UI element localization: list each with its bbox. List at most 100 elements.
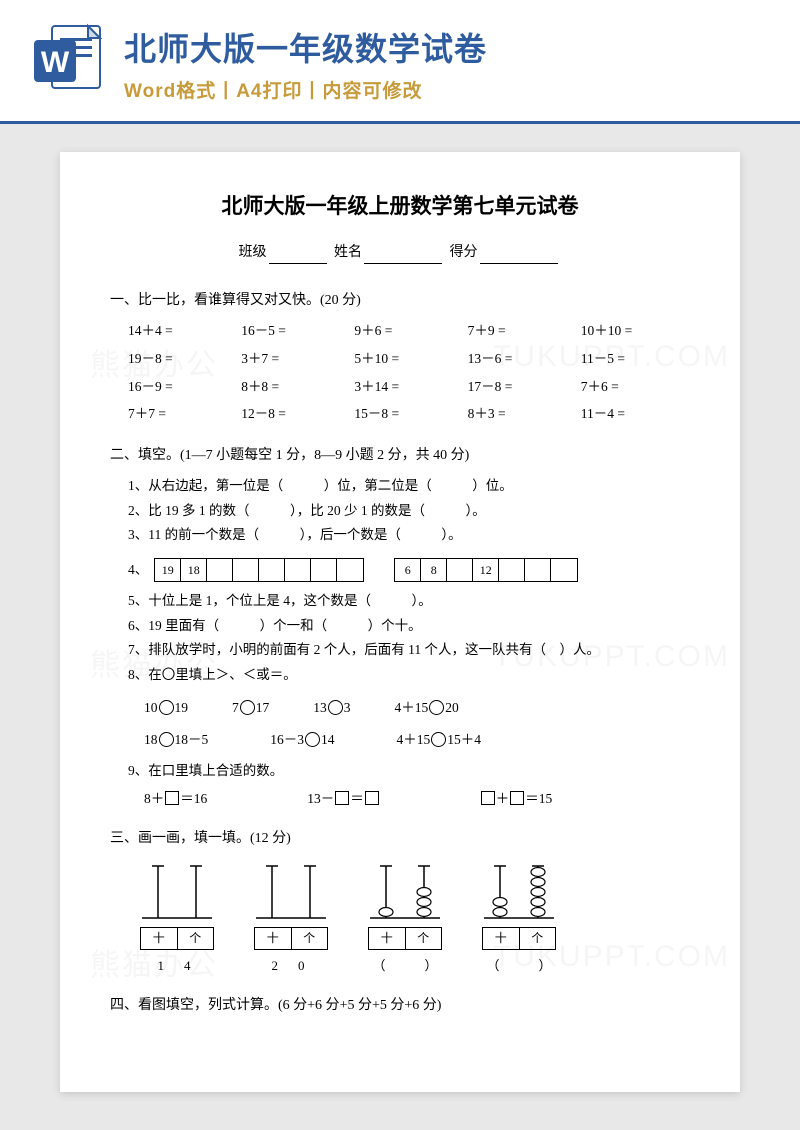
compare-item: 4＋1520 [395,697,459,719]
abacus-figure [140,858,214,928]
word-icon: W [30,22,106,98]
q9-title: 9、在口里填上合适的数。 [128,760,690,782]
q8-title: 8、在〇里填上＞、＜或＝。 [128,664,690,686]
arith-item: 3＋7 = [241,348,350,370]
arith-item: 11－5 = [581,348,690,370]
abacus-blank: （ ） [482,956,556,977]
section2-title: 二、填空。(1—7 小题每空 1 分，8—9 小题 2 分，共 40 分) [110,445,690,467]
section4-title: 四、看图填空，列式计算。(6 分+6 分+5 分+5 分+6 分) [110,995,690,1017]
arith-item: 9＋6 = [354,320,463,342]
section1-title: 一、比一比，看谁算得又对又快。(20 分) [110,290,690,312]
abacus-item: 十个 （ ） [368,858,442,977]
abacus-item: 十个 （ ） [482,858,556,977]
arith-item: 16－9 = [128,376,237,398]
number-boxes-a: 1918 [154,558,364,582]
section3-title: 三、画一画，填一填。(12 分) [110,828,690,850]
arith-item: 12－8 = [241,403,350,425]
compare-row-2: 1818－5 16－314 4＋1515＋4 [110,729,690,751]
info-line: 班级 姓名 得分 [110,242,690,264]
name-label: 姓名 [334,245,362,260]
compare-row-1: 1019 717 133 4＋1520 [110,697,690,719]
arith-item: 10＋10 = [581,320,690,342]
arith-item: 8＋8 = [241,376,350,398]
compare-item: 1019 [144,697,188,719]
doc-title: 北师大版一年级上册数学第七单元试卷 [110,190,690,224]
box-cell [447,559,473,581]
abacus-label: 十个 [368,927,442,950]
compare-item: 16－314 [270,729,334,751]
abacus-figure [254,858,328,928]
compare-item: 1818－5 [144,729,208,751]
equation-row: 8＋＝16 13－＝ ＋＝15 [110,788,690,810]
q3: 3、11 的前一个数是（ ），后一个数是（ ）。 [128,524,690,546]
arith-item: 7＋9 = [468,320,577,342]
compare-item: 133 [313,697,350,719]
abacus-item: 十个 20 [254,858,328,977]
arith-item: 17－8 = [468,376,577,398]
arith-item: 15－8 = [354,403,463,425]
equation-item: 8＋＝16 [144,788,207,810]
fill-list-2: 5、十位上是 1，个位上是 4，这个数是（ ）。 6、19 里面有（ ）个一和（… [110,590,690,685]
equation-item: 13－＝ [307,788,380,810]
compare-item: 4＋1515＋4 [397,729,482,751]
abacus-number: 14 [140,956,214,977]
class-blank [269,248,327,264]
box-cell [525,559,551,581]
svg-text:W: W [41,46,70,79]
box-cell [337,559,363,581]
box-cell [551,559,577,581]
box-cell: 6 [395,559,421,581]
fill-list: 1、从右边起，第一位是（ ）位，第二位是（ ）位。 2、比 19 多 1 的数（… [110,475,690,546]
arith-item: 13－6 = [468,348,577,370]
class-label: 班级 [239,245,267,260]
arith-item: 14＋4 = [128,320,237,342]
box-cell [311,559,337,581]
q5: 5、十位上是 1，个位上是 4，这个数是（ ）。 [128,590,690,612]
box-cell: 19 [155,559,181,581]
q2: 2、比 19 多 1 的数（ ），比 20 少 1 的数是（ ）。 [128,500,690,522]
template-header: W 北师大版一年级数学试卷 Word格式丨A4打印丨内容可修改 [0,0,800,124]
equation-item: ＋＝15 [480,788,553,810]
abacus-figure [482,858,556,928]
q4-box-row: 1918 68 12 [154,558,578,582]
q6: 6、19 里面有（ ）个一和（ ）个十。 [128,615,690,637]
box-cell: 12 [473,559,499,581]
score-label: 得分 [450,245,478,260]
box-cell: 18 [181,559,207,581]
q4-label: 4、 [110,559,148,581]
abacus-number: 20 [254,956,328,977]
arith-item: 5＋10 = [354,348,463,370]
box-cell: 8 [421,559,447,581]
box-cell [499,559,525,581]
number-boxes-b: 68 12 [394,558,578,582]
arith-item: 7＋6 = [581,376,690,398]
score-blank [480,248,558,264]
header-subtitle: Word格式丨A4打印丨内容可修改 [124,76,770,103]
page-wrap: 北师大版一年级上册数学第七单元试卷 班级 姓名 得分 一、比一比，看谁算得又对又… [0,124,800,1092]
abacus-label: 十个 [254,927,328,950]
arith-item: 16－5 = [241,320,350,342]
q9-wrap: 9、在口里填上合适的数。 [110,760,690,782]
box-cell [233,559,259,581]
abacus-figure [368,858,442,928]
box-cell [207,559,233,581]
abacus-blank: （ ） [368,956,442,977]
arith-item: 8＋3 = [468,403,577,425]
header-title: 北师大版一年级数学试卷 [124,24,770,70]
arithmetic-grid: 14＋4 =16－5 =9＋6 =7＋9 =10＋10 = 19－8 =3＋7 =… [110,320,690,424]
abacus-item: 十个 14 [140,858,214,977]
box-cell [259,559,285,581]
document-page: 北师大版一年级上册数学第七单元试卷 班级 姓名 得分 一、比一比，看谁算得又对又… [60,152,740,1092]
header-text: 北师大版一年级数学试卷 Word格式丨A4打印丨内容可修改 [124,22,770,103]
arith-item: 11－4 = [581,403,690,425]
abacus-label: 十个 [482,927,556,950]
abacus-row: 十个 14 十个 20 十个 （ ） 十个 （ ） [110,858,690,977]
q1: 1、从右边起，第一位是（ ）位，第二位是（ ）位。 [128,475,690,497]
abacus-label: 十个 [140,927,214,950]
arith-item: 7＋7 = [128,403,237,425]
q7: 7、排队放学时，小明的前面有 2 个人，后面有 11 个人，这一队共有（ ）人。 [128,639,690,661]
compare-item: 717 [232,697,269,719]
name-blank [364,248,442,264]
box-cell [285,559,311,581]
arith-item: 19－8 = [128,348,237,370]
